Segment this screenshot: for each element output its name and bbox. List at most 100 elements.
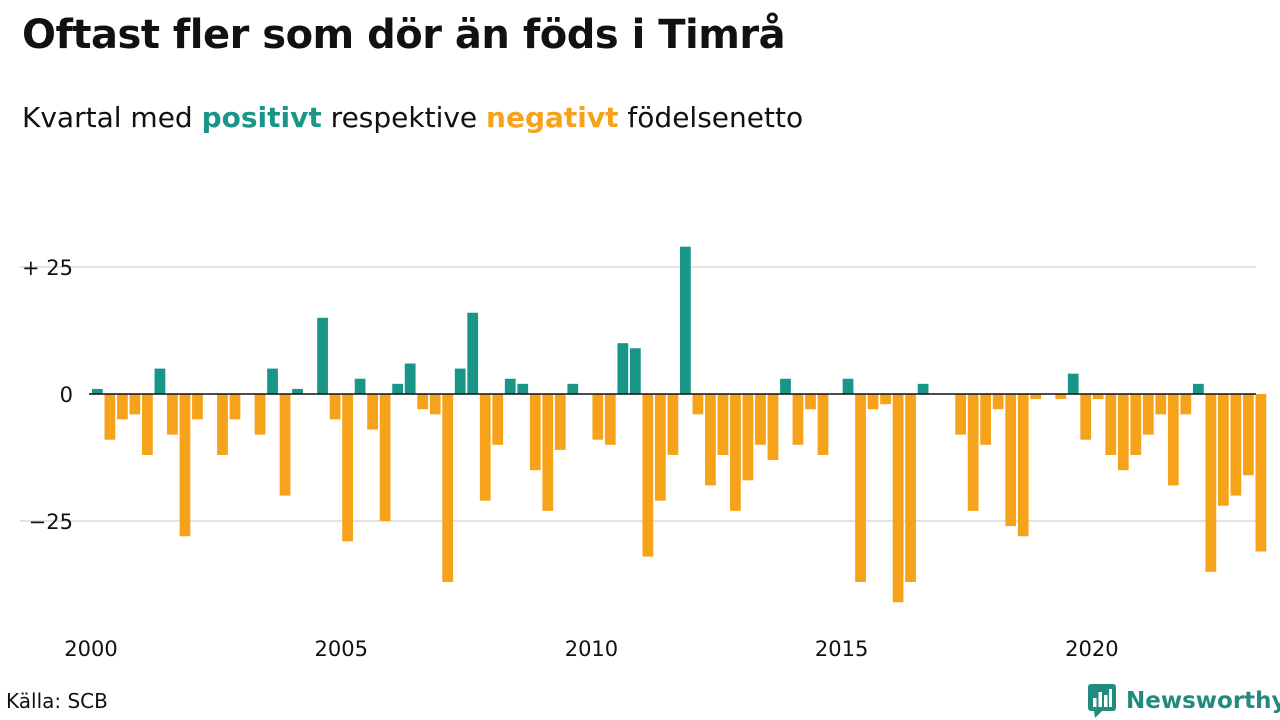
bar	[692, 394, 704, 415]
source-note: Källa: SCB	[6, 689, 108, 713]
bar	[755, 394, 766, 445]
bar	[1117, 394, 1129, 471]
x-tick-label: 2000	[64, 637, 117, 661]
bar	[142, 394, 153, 455]
bar	[817, 394, 829, 455]
bar	[367, 394, 378, 430]
bar	[742, 394, 754, 481]
bar	[1243, 394, 1254, 476]
bar	[392, 383, 404, 394]
bar	[1155, 394, 1167, 415]
bar	[992, 394, 1004, 410]
bar	[880, 394, 891, 405]
bar	[730, 394, 741, 511]
bar	[855, 394, 866, 582]
bar	[379, 394, 391, 521]
bar	[654, 394, 666, 501]
bar	[1192, 383, 1204, 394]
subtitle-prefix: Kvartal med	[22, 101, 202, 134]
bar	[892, 394, 904, 603]
bar	[980, 394, 992, 445]
bar	[1230, 394, 1242, 496]
bar	[592, 394, 604, 440]
subtitle-positive-label: positivt	[201, 101, 322, 134]
bar	[955, 394, 967, 435]
bar	[292, 388, 303, 394]
bar	[1130, 394, 1142, 455]
bar	[1017, 394, 1029, 537]
brand-logo: Newsworthy	[1088, 684, 1280, 718]
bar	[617, 343, 629, 394]
bar	[805, 394, 816, 410]
subtitle-suffix: födelsenetto	[618, 101, 804, 134]
bar	[442, 394, 454, 582]
bar	[354, 378, 366, 394]
bar	[342, 394, 353, 542]
chart-title: Oftast fler som dör än föds i Timrå	[22, 12, 786, 58]
brand-name: Newsworthy	[1126, 688, 1280, 714]
bar	[642, 394, 654, 557]
bar	[167, 394, 178, 435]
bar	[192, 394, 203, 420]
chart-subtitle: Kvartal med positivt respektive negativt…	[22, 101, 803, 134]
x-tick-label: 2020	[1065, 637, 1118, 661]
bar	[604, 394, 616, 445]
bar	[254, 394, 266, 435]
newsworthy-chart-icon	[1088, 684, 1116, 718]
bar	[705, 394, 716, 486]
bar	[1142, 394, 1154, 435]
bar	[567, 383, 579, 394]
bar	[279, 394, 291, 496]
bar	[1005, 394, 1017, 527]
bar	[517, 383, 529, 394]
bar	[680, 246, 691, 394]
bar	[1205, 394, 1217, 572]
bar	[104, 394, 116, 440]
bar	[1255, 394, 1267, 552]
bar	[504, 378, 516, 394]
bar	[317, 317, 328, 394]
x-tick-label: 2005	[314, 637, 367, 661]
bar	[767, 394, 779, 461]
bar	[967, 394, 979, 511]
bar	[429, 394, 441, 415]
bar	[1092, 394, 1104, 400]
bar	[1055, 394, 1067, 400]
y-tick-label: −25	[29, 510, 73, 534]
y-tick-label: + 25	[22, 256, 73, 280]
bar	[179, 394, 191, 537]
bar	[1030, 394, 1042, 400]
x-tick-label: 2010	[565, 637, 618, 661]
bar	[629, 348, 641, 394]
bar	[554, 394, 566, 450]
bar	[92, 388, 103, 394]
y-tick-label: 0	[60, 383, 73, 407]
x-tick-label: 2015	[815, 637, 868, 661]
bar	[329, 394, 341, 420]
bar	[792, 394, 804, 445]
bar	[1167, 394, 1179, 486]
bar	[154, 368, 166, 394]
bar	[529, 394, 541, 471]
subtitle-middle: respektive	[321, 101, 487, 134]
bar	[129, 394, 141, 415]
bar	[542, 394, 554, 511]
bar	[267, 368, 278, 394]
bar	[667, 394, 679, 455]
bar	[404, 363, 416, 394]
bar	[479, 394, 491, 501]
bar	[717, 394, 729, 455]
bar	[842, 378, 854, 394]
bar	[467, 312, 479, 394]
bar	[1180, 394, 1192, 415]
bar	[1105, 394, 1117, 455]
bar	[780, 378, 791, 394]
bar	[417, 394, 429, 410]
bar	[217, 394, 228, 455]
bar	[867, 394, 879, 410]
bar	[117, 394, 128, 420]
bar	[492, 394, 504, 445]
bar	[454, 368, 466, 394]
bar	[229, 394, 241, 420]
